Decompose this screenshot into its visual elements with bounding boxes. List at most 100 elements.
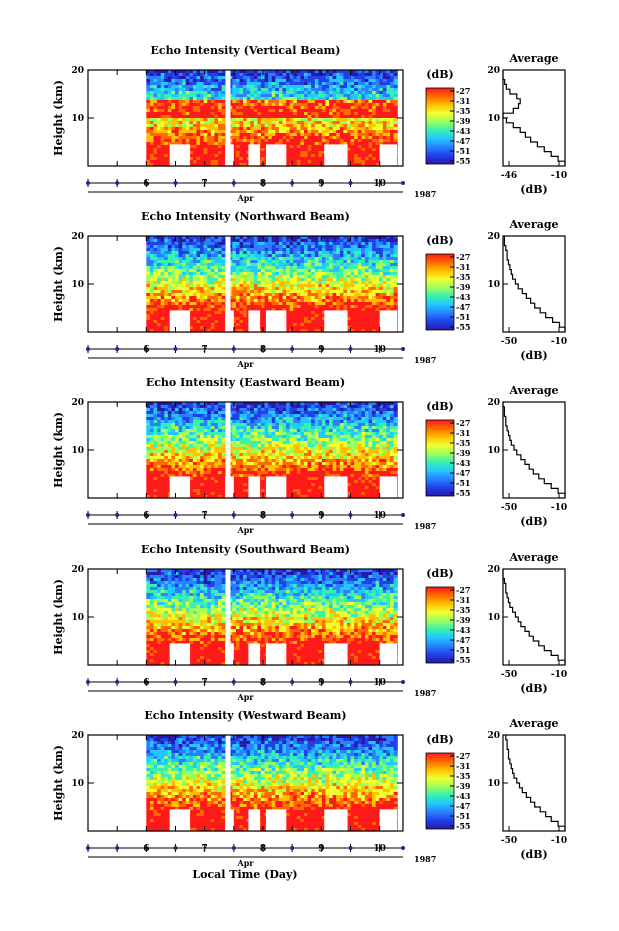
- missing-data-mask: [324, 643, 348, 665]
- profile-title: Average: [508, 52, 558, 65]
- midnight-marker: [173, 846, 178, 850]
- missing-data-mask: [169, 144, 191, 166]
- x-tick-label: 10: [373, 678, 386, 688]
- year-label: 1987: [414, 854, 436, 864]
- profile-title: Average: [508, 717, 558, 730]
- panel-title: Echo Intensity (Westward Beam): [144, 709, 346, 722]
- midnight-marker: [115, 513, 120, 517]
- colorbar-unit: (dB): [426, 400, 453, 413]
- midnight-marker: [173, 513, 178, 517]
- missing-data-mask: [248, 809, 261, 831]
- colorbar-tick-label: -43: [456, 625, 471, 635]
- colorbar-tick-label: -43: [456, 458, 471, 468]
- profile-x-axis-label: (dB): [520, 183, 547, 196]
- profile-title: Average: [508, 551, 558, 564]
- colorbar-tick-label: -39: [456, 116, 471, 126]
- midnight-marker: [401, 846, 405, 850]
- profile-x-tick-label: -10: [551, 337, 567, 347]
- missing-data-mask: [379, 144, 398, 166]
- year-label: 1987: [414, 189, 436, 199]
- y-tick-label: 10: [71, 114, 84, 124]
- colorbar-tick-label: -27: [456, 585, 470, 595]
- profile-y-tick-label: 20: [487, 66, 500, 76]
- data-gap: [225, 735, 231, 831]
- data-gap: [225, 70, 231, 166]
- x-tick-label: 8: [260, 511, 266, 521]
- profile-x-tick-label: -10: [551, 670, 567, 680]
- midnight-marker: [401, 513, 405, 517]
- colorbar-tick-label: -35: [456, 272, 470, 282]
- y-tick-label: 20: [71, 731, 84, 741]
- profile-x-axis-label: (dB): [520, 515, 547, 528]
- midnight-marker: [290, 347, 295, 351]
- colorbar-tick-label: -47: [456, 468, 470, 478]
- month-label: Apr: [236, 858, 254, 868]
- y-tick-label: 20: [71, 565, 84, 575]
- panel-1: Echo Intensity (Vertical Beam) 10 20 Height…: [52, 44, 567, 203]
- colorbar-tick-label: -47: [456, 302, 470, 312]
- colorbar: [425, 87, 455, 165]
- profile-y-tick-label: 20: [487, 398, 500, 408]
- midnight-marker: [348, 680, 353, 684]
- colorbar-tick-label: -47: [456, 635, 470, 645]
- colorbar-tick-label: -35: [456, 438, 470, 448]
- panel-5: Echo Intensity (Westward Beam) 10 20 Height…: [52, 709, 567, 868]
- midnight-marker: [86, 513, 90, 517]
- midnight-marker: [173, 680, 178, 684]
- profile-y-tick-label: 20: [487, 731, 500, 741]
- y-axis-label: Height (km): [52, 412, 65, 488]
- profile-y-tick-label: 10: [487, 613, 500, 623]
- echo-heatmap: [146, 70, 398, 167]
- midnight-marker: [231, 513, 236, 517]
- missing-data-mask: [324, 476, 348, 498]
- midnight-marker: [173, 347, 178, 351]
- panel-title: Echo Intensity (Southward Beam): [141, 543, 350, 556]
- missing-data-mask: [324, 310, 348, 332]
- data-gap: [225, 402, 231, 498]
- midnight-marker: [290, 181, 295, 185]
- midnight-marker: [173, 181, 178, 185]
- colorbar-tick-label: -55: [456, 156, 470, 166]
- month-label: Apr: [236, 359, 254, 369]
- midnight-marker: [348, 181, 353, 185]
- figure-x-axis-label: Local Time (Day): [192, 868, 297, 881]
- x-tick-label: 8: [260, 844, 266, 854]
- missing-data-mask: [379, 809, 398, 831]
- midnight-marker: [86, 181, 90, 185]
- profile-y-tick-label: 10: [487, 114, 500, 124]
- x-tick-label: 9: [318, 511, 324, 521]
- midnight-marker: [290, 513, 295, 517]
- profile-y-tick-label: 20: [487, 565, 500, 575]
- missing-data-mask: [265, 310, 287, 332]
- profile-x-tick-label: -10: [551, 836, 567, 846]
- midnight-marker: [348, 347, 353, 351]
- profile-y-tick-label: 10: [487, 779, 500, 789]
- data-gap: [225, 236, 231, 332]
- midnight-marker: [115, 181, 120, 185]
- colorbar-tick-label: -39: [456, 448, 471, 458]
- profile-title: Average: [508, 384, 558, 397]
- average-profile-line: [502, 569, 566, 665]
- profile-y-tick-label: 10: [487, 280, 500, 290]
- profile-x-tick-label: -50: [501, 836, 517, 846]
- x-tick-label: 7: [202, 844, 208, 854]
- x-tick-label: 9: [318, 844, 324, 854]
- profile-title: Average: [508, 218, 558, 231]
- missing-data-mask: [324, 144, 348, 166]
- colorbar-tick-label: -43: [456, 292, 471, 302]
- average-profile-line: [503, 236, 566, 332]
- midnight-marker: [115, 347, 120, 351]
- profile-frame: [502, 401, 566, 499]
- colorbar-tick-label: -55: [456, 322, 470, 332]
- colorbar-tick-label: -55: [456, 488, 470, 498]
- y-tick-label: 10: [71, 613, 84, 623]
- x-tick-label: 6: [143, 678, 149, 688]
- midnight-marker: [290, 680, 295, 684]
- colorbar-tick-label: -35: [456, 605, 470, 615]
- echo-heatmap: [146, 569, 398, 666]
- colorbar-tick-label: -51: [456, 478, 470, 488]
- colorbar-tick-label: -47: [456, 136, 470, 146]
- x-tick-label: 7: [202, 345, 208, 355]
- midnight-marker: [231, 181, 236, 185]
